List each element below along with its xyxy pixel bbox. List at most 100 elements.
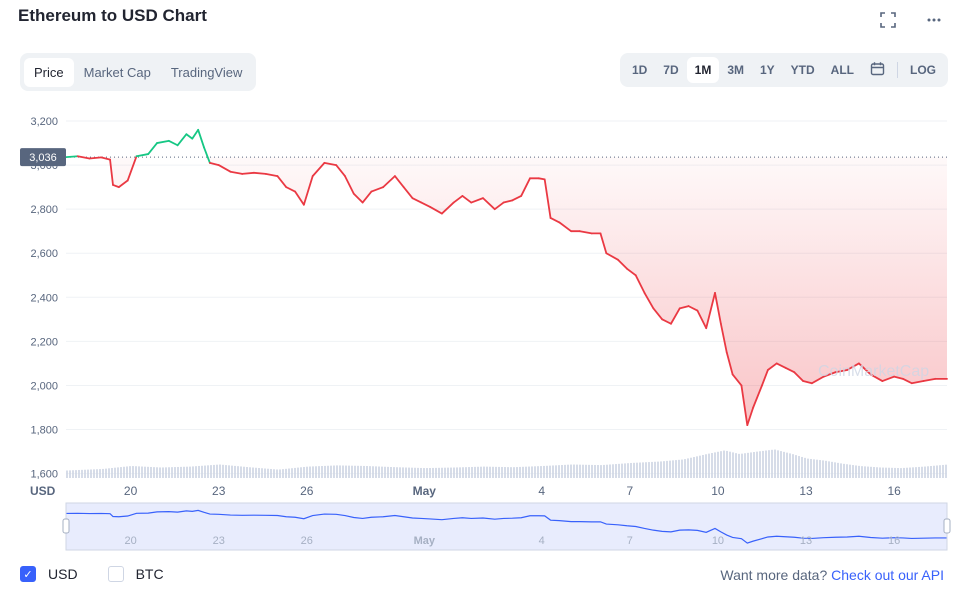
range-1y[interactable]: 1Y	[759, 63, 775, 77]
price-segment	[370, 186, 385, 193]
volume-bar	[432, 467, 434, 478]
volume-bar	[423, 468, 425, 478]
volume-bar	[756, 451, 758, 478]
x-tick-label: May	[413, 484, 437, 498]
volume-bar	[66, 470, 68, 478]
volume-bar	[882, 467, 884, 478]
price-segment	[411, 197, 423, 204]
volume-bar	[654, 461, 656, 478]
volume-bar	[759, 451, 761, 478]
price-segment	[881, 375, 896, 382]
price-chart[interactable]: 3,2003,0002,8002,6002,4002,2002,0001,800…	[0, 100, 968, 560]
legend-usd[interactable]: ✓ USD	[20, 566, 78, 582]
volume-bar	[261, 468, 263, 478]
range-3m[interactable]: 3M	[727, 63, 744, 77]
volume-bar	[285, 468, 287, 478]
y-tick-label: 1,800	[30, 425, 58, 437]
range-1m[interactable]: 1M	[686, 57, 720, 83]
calendar-icon[interactable]	[862, 55, 893, 85]
price-segment	[402, 186, 414, 200]
volume-bar	[300, 467, 302, 478]
price-segment	[910, 380, 925, 385]
volume-bar	[162, 467, 164, 478]
api-link[interactable]: Check out our API	[831, 567, 944, 583]
volume-bar	[318, 466, 320, 478]
expand-icon[interactable]	[878, 10, 898, 30]
price-segment	[902, 377, 913, 385]
price-segment	[420, 201, 432, 208]
x-tick-label: 26	[300, 484, 314, 498]
price-segment	[520, 177, 531, 197]
volume-bar	[579, 464, 581, 478]
volume-bar	[243, 466, 245, 478]
volume-bar	[774, 449, 776, 478]
volume-bar	[372, 466, 374, 478]
volume-bar	[246, 467, 248, 478]
log-scale-toggle[interactable]: LOG	[910, 63, 936, 77]
price-segment	[294, 190, 305, 206]
range-all[interactable]: ALL	[830, 63, 854, 77]
volume-bar	[810, 458, 812, 478]
volume-bar	[471, 466, 473, 478]
volume-bar	[444, 467, 446, 478]
tab-market-cap[interactable]: Market Cap	[83, 64, 151, 80]
volume-bar	[174, 467, 176, 478]
volume-bar	[225, 465, 227, 478]
volume-bar	[354, 465, 356, 478]
volume-bar	[741, 453, 743, 478]
price-segment	[761, 369, 769, 387]
volume-bar	[900, 468, 902, 478]
price-segment	[549, 217, 561, 224]
volume-bar	[558, 465, 560, 478]
price-segment	[229, 170, 244, 175]
volume-bar	[441, 467, 443, 478]
legend-usd-label: USD	[48, 566, 78, 582]
price-segment	[617, 258, 628, 270]
volume-bar	[753, 452, 755, 478]
volume-bar	[387, 466, 389, 478]
volume-bar	[903, 467, 905, 478]
volume-bar	[705, 454, 707, 478]
price-segment	[740, 384, 749, 427]
volume-bar	[546, 465, 548, 478]
volume-bar	[192, 466, 194, 478]
price-segment	[276, 175, 288, 189]
legend-btc[interactable]: BTC	[107, 566, 164, 582]
range-7d[interactable]: 7D	[663, 63, 679, 77]
range-1d[interactable]: 1D	[631, 63, 648, 77]
volume-bar	[921, 466, 923, 478]
more-icon[interactable]	[924, 10, 944, 30]
volume-bar	[906, 467, 908, 478]
time-range-selector: 1D 7D 1M 3M 1Y YTD ALL LOG	[619, 53, 948, 87]
volume-bar	[474, 466, 476, 478]
volume-bar	[612, 464, 614, 478]
volume-bar	[804, 457, 806, 478]
volume-bar	[675, 460, 677, 478]
volume-bar	[351, 465, 353, 478]
btc-checkbox[interactable]	[107, 566, 124, 582]
volume-bar	[732, 452, 734, 478]
volume-bar	[777, 450, 779, 478]
volume-bar	[468, 467, 470, 478]
volume-bar	[135, 466, 137, 478]
y-tick-label: 3,200	[30, 116, 58, 128]
tab-tradingview[interactable]: TradingView	[170, 64, 243, 80]
volume-bar	[711, 453, 713, 478]
volume-bar	[639, 462, 641, 478]
price-segment	[752, 384, 763, 409]
volume-bar	[345, 465, 347, 478]
volume-bar	[783, 451, 785, 478]
volume-bar	[699, 455, 701, 478]
volume-bar	[489, 466, 491, 478]
volume-bar	[105, 468, 107, 478]
usd-checkbox[interactable]: ✓	[20, 566, 36, 582]
volume-bar	[75, 470, 77, 478]
volume-bar	[504, 467, 506, 478]
price-segment	[88, 156, 103, 160]
range-ytd[interactable]: YTD	[790, 63, 815, 77]
price-segment	[731, 373, 743, 387]
volume-bar	[549, 465, 551, 478]
volume-bar	[303, 466, 305, 478]
price-segment	[670, 307, 681, 325]
tab-price[interactable]: Price	[24, 57, 74, 87]
